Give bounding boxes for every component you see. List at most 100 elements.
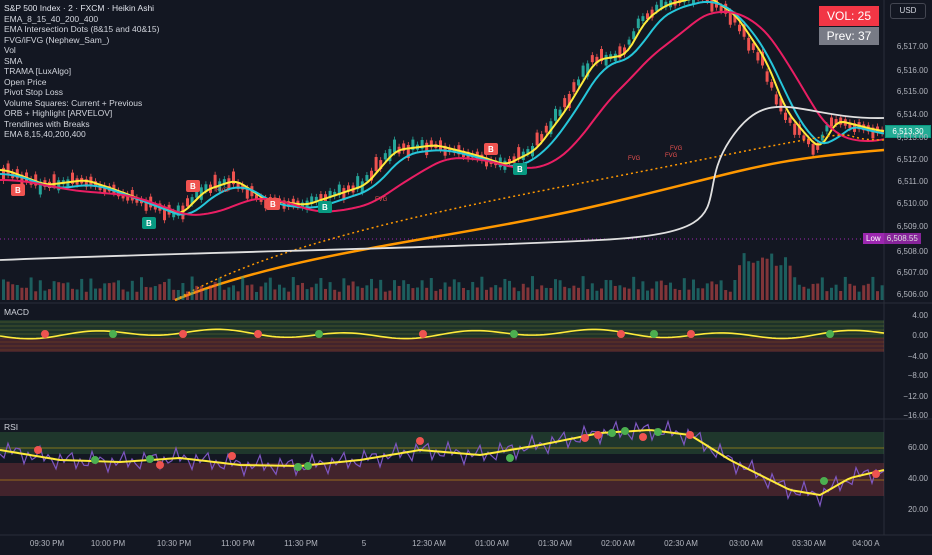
volume-bar: [121, 289, 125, 300]
legend-item[interactable]: EMA 8,15,40,200,400: [4, 129, 86, 139]
buy-signal-marker: [142, 217, 156, 229]
volume-bar: [728, 291, 732, 300]
volume-bar: [140, 277, 143, 300]
legend-item[interactable]: Open Price: [4, 76, 47, 87]
candle-body: [38, 181, 42, 195]
time-axis-tick[interactable]: 09:30 PM: [29, 539, 65, 548]
volume-bar: [853, 285, 856, 300]
price-axis-tick[interactable]: 6,514.00: [896, 110, 928, 119]
volume-bar: [784, 257, 787, 300]
fvg-label: FVG: [670, 146, 683, 152]
macd-pane-label[interactable]: MACD: [4, 307, 30, 317]
time-axis-tick[interactable]: 5: [361, 539, 367, 548]
volume-bar: [581, 276, 585, 300]
candle-body: [797, 124, 801, 135]
macd-axis-tick[interactable]: 0.00: [912, 331, 928, 340]
time-axis-tick[interactable]: 02:30 AM: [664, 539, 698, 548]
candle-body: [222, 179, 226, 185]
volume-bar: [531, 276, 534, 300]
volume-bar: [167, 278, 171, 300]
volume-bar: [356, 286, 360, 300]
legend-item[interactable]: Volume Squares: Current + Previous: [4, 97, 143, 108]
volume-bar: [112, 282, 116, 300]
volume-bar: [107, 283, 111, 300]
price-axis-tick[interactable]: 6,508.00: [896, 247, 928, 256]
macd-axis-tick[interactable]: −8.00: [907, 371, 928, 380]
price-axis-tick[interactable]: 6,511.00: [897, 177, 928, 186]
macd-axis-tick[interactable]: 4.00: [912, 311, 928, 320]
volume-bar: [834, 284, 838, 300]
candle-body: [756, 52, 760, 61]
macd-axis-tick[interactable]: −4.00: [907, 352, 928, 361]
volume-bar: [719, 280, 723, 300]
price-axis-tick[interactable]: 6,506.00: [896, 290, 928, 299]
legend-item[interactable]: Vol: [4, 45, 16, 55]
legend-item[interactable]: Trendlines with Breaks: [4, 118, 90, 129]
volume-bar: [144, 286, 148, 300]
volume-bar: [172, 289, 176, 300]
rsi-axis-tick[interactable]: 60.00: [907, 443, 928, 452]
time-axis-tick[interactable]: 01:00 AM: [475, 539, 509, 548]
volume-bar: [761, 257, 764, 300]
time-axis-tick[interactable]: 10:00 PM: [90, 539, 126, 548]
volume-bar: [80, 278, 84, 300]
ema200-line: [174, 148, 885, 302]
time-axis-tick[interactable]: 10:30 PM: [156, 539, 192, 548]
rsi-cross-dot: [581, 434, 589, 442]
symbol-title[interactable]: S&P 500 Index · 2 · FXCM · Heikin Ashi: [4, 3, 155, 13]
rsi-pane-label[interactable]: RSI: [4, 422, 19, 432]
time-axis-tick[interactable]: 03:00 AM: [729, 539, 763, 548]
time-axis-tick[interactable]: 02:00 AM: [601, 539, 635, 548]
time-axis-tick[interactable]: 04:00 A: [852, 539, 880, 548]
time-axis-tick[interactable]: 11:00 PM: [221, 539, 255, 548]
macd-axis-tick[interactable]: −16.00: [903, 411, 928, 420]
time-axis-tick[interactable]: 11:30 PM: [284, 539, 318, 548]
volume-bar: [848, 283, 852, 300]
legend-item[interactable]: SMA: [4, 55, 23, 66]
candle-body: [52, 174, 56, 187]
price-axis-tick[interactable]: 6,509.00: [896, 222, 928, 231]
rsi-axis-tick[interactable]: 20.00: [907, 505, 928, 514]
volume-bar: [466, 290, 470, 300]
candle-body: [34, 174, 38, 186]
buy-signal-marker-text: B: [517, 165, 523, 174]
price-axis-tick[interactable]: 6,513.00: [896, 133, 928, 142]
candle-body: [232, 171, 235, 185]
legend-item[interactable]: FVG/iFVG (Nephew_Sam_): [4, 34, 110, 45]
volume-bar: [241, 276, 245, 300]
volume-bar: [34, 291, 38, 300]
currency-button[interactable]: USD: [890, 3, 926, 19]
price-axis-tick[interactable]: 6,517.00: [896, 42, 928, 51]
volume-bar: [25, 287, 28, 300]
time-axis-tick[interactable]: 03:30 AM: [792, 539, 826, 548]
volume-bar: [724, 290, 728, 300]
buy-signal-marker-text: B: [146, 219, 152, 228]
candle-body: [586, 63, 590, 77]
volume-bar: [701, 288, 705, 300]
time-axis-tick[interactable]: 12:30 AM: [412, 539, 446, 548]
macd-axis-tick[interactable]: −12.00: [903, 392, 928, 401]
legend-item[interactable]: TRAMA [LuxAlgo]: [4, 66, 72, 76]
legend-item[interactable]: EMA_8_15_40_200_400: [4, 13, 99, 24]
candle-body: [636, 18, 640, 29]
candle-body: [710, 0, 714, 12]
legend-item[interactable]: Pivot Stop Loss: [4, 87, 64, 97]
price-axis-tick[interactable]: 6,510.00: [896, 199, 928, 208]
rsi-overbought-band: [0, 432, 884, 454]
candle-body: [190, 197, 194, 204]
time-axis-tick[interactable]: 01:30 AM: [538, 539, 572, 548]
price-axis-tick[interactable]: 6,516.00: [896, 66, 928, 75]
price-axis-tick[interactable]: 6,507.00: [896, 268, 928, 277]
candle-body: [646, 13, 649, 19]
price-axis-tick[interactable]: 6,512.00: [896, 155, 928, 164]
rsi-axis-tick[interactable]: 40.00: [907, 474, 928, 483]
price-axis-tick[interactable]: 6,515.00: [896, 87, 928, 96]
volume-bar: [6, 281, 10, 300]
volume-bar: [425, 287, 429, 300]
candle-body: [544, 125, 548, 133]
macd-red-band: [0, 338, 884, 352]
legend-item[interactable]: ORB + Highlight [ARVELOV]: [4, 108, 113, 118]
legend-item[interactable]: EMA Intersection Dots (8&15 and 40&15): [4, 24, 160, 34]
